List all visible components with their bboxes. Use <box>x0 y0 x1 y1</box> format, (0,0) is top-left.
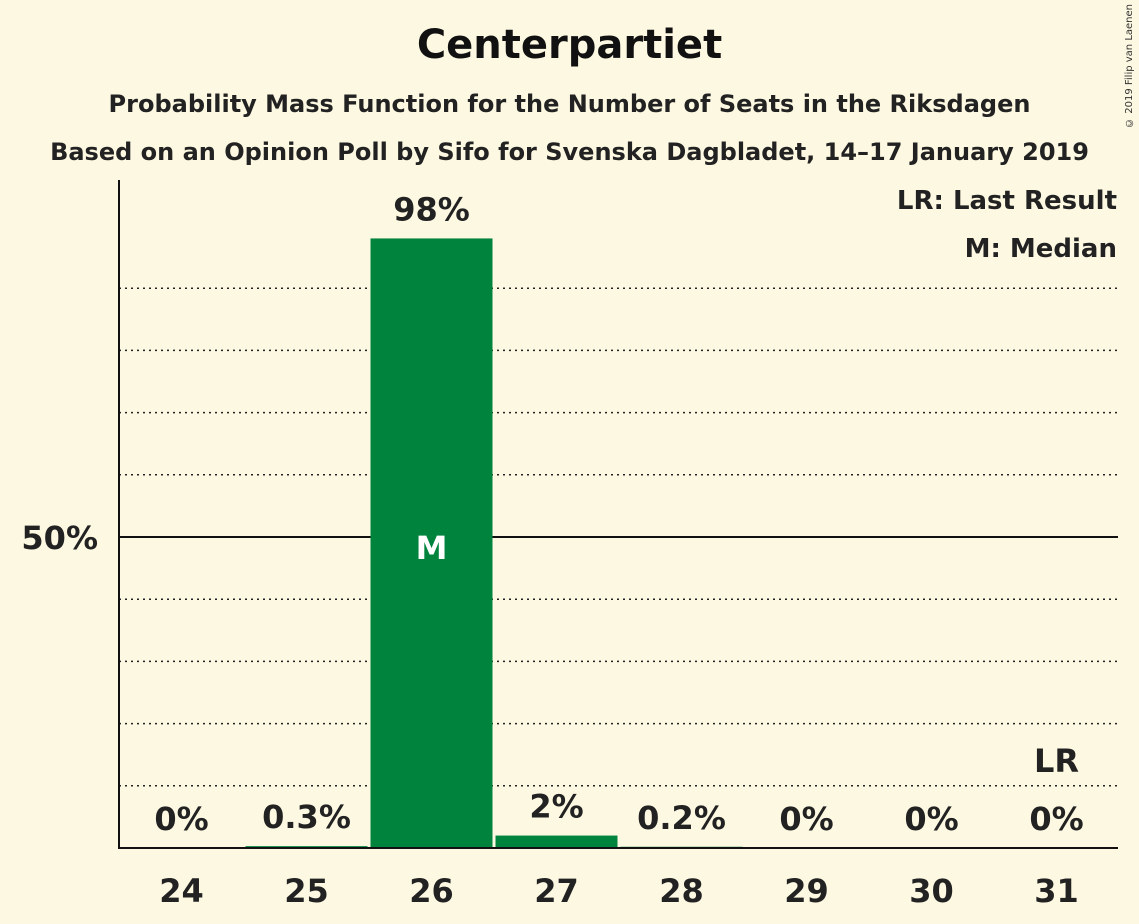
x-tick-24: 24 <box>159 872 204 910</box>
x-tick-30: 30 <box>909 872 954 910</box>
bars <box>245 238 743 848</box>
chart-subtitle: Probability Mass Function for the Number… <box>108 90 1031 118</box>
bar-27 <box>495 835 618 848</box>
x-tick-27: 27 <box>534 872 579 910</box>
value-label-31: 0% <box>1029 800 1083 838</box>
value-label-26: 98% <box>393 190 470 228</box>
value-label-28: 0.2% <box>637 799 726 837</box>
x-tick-31: 31 <box>1034 872 1079 910</box>
value-label-27: 2% <box>529 788 583 826</box>
bar-value-labels: 0% 0.3% 98% M 2% 0.2% 0% 0% 0% LR <box>154 190 1083 838</box>
chart-subtitle-source: Based on an Opinion Poll by Sifo for Sve… <box>50 138 1089 166</box>
gridlines <box>119 287 1118 787</box>
y-tick-50: 50% <box>21 519 98 557</box>
x-tick-25: 25 <box>284 872 329 910</box>
x-tick-28: 28 <box>659 872 704 910</box>
bar-26 <box>370 238 493 848</box>
legend-item-1: M: Median <box>965 234 1117 264</box>
legend-item-0: LR: Last Result <box>897 186 1117 216</box>
value-label-25: 0.3% <box>262 798 351 836</box>
last-result-marker: LR <box>1034 742 1079 780</box>
legend: LR: Last Result M: Median <box>897 186 1117 264</box>
chart-title: Centerpartiet <box>416 22 723 68</box>
median-marker: M <box>416 529 448 567</box>
x-tick-29: 29 <box>784 872 829 910</box>
value-label-24: 0% <box>154 800 208 838</box>
axes: 24 25 26 27 28 29 30 31 50% <box>21 180 1118 910</box>
value-label-30: 0% <box>904 800 958 838</box>
x-tick-26: 26 <box>409 872 454 910</box>
value-label-29: 0% <box>779 800 833 838</box>
